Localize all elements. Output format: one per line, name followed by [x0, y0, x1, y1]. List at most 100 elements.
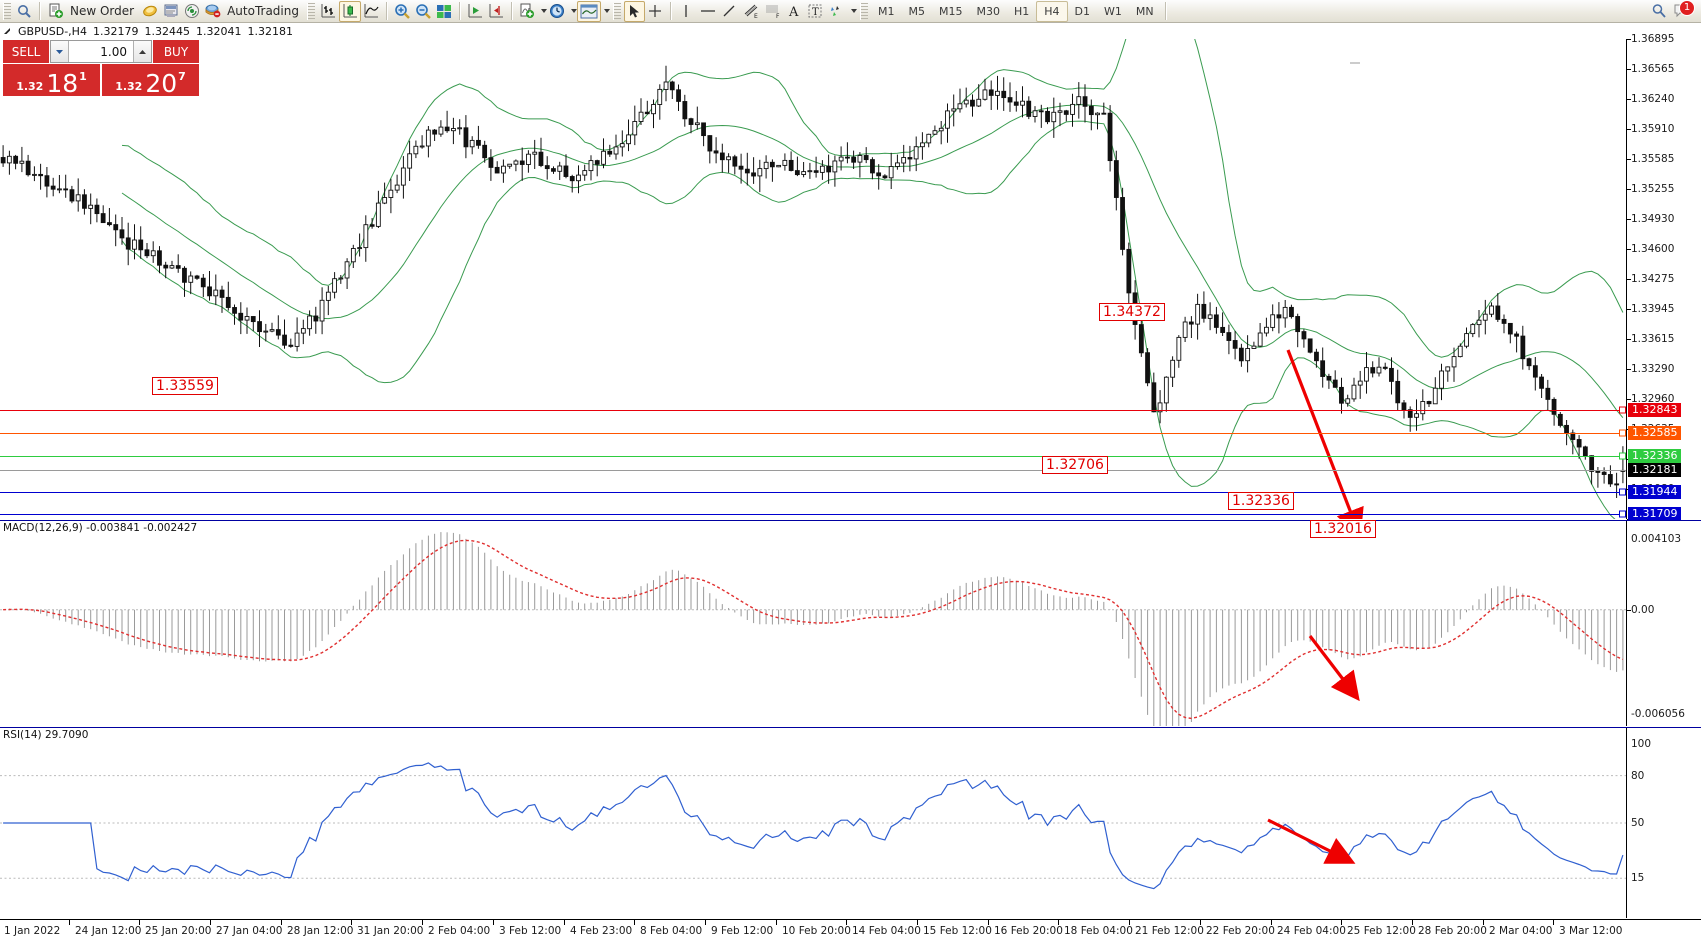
macd-chart-canvas[interactable]: [0, 521, 1701, 726]
chart-collapse-icon[interactable]: [3, 27, 12, 36]
price-annotation[interactable]: 1.34372: [1099, 303, 1165, 321]
price-chart-canvas[interactable]: [0, 39, 1701, 519]
timeframe-mn[interactable]: MN: [1135, 4, 1154, 18]
toolbar-grip-3[interactable]: [612, 2, 621, 20]
sell-price-main: 18: [46, 69, 79, 98]
support-line-1-handle[interactable]: [1619, 488, 1626, 496]
macd-pane[interactable]: MACD(12,26,9) -0.003841 -0.002427 0.0041…: [0, 521, 1701, 726]
volume-up-stepper[interactable]: [133, 41, 151, 62]
auto-scroll-icon[interactable]: [465, 1, 486, 22]
cursor-icon[interactable]: [623, 0, 645, 22]
support-line-1-badge[interactable]: 1.31944: [1628, 485, 1681, 500]
macd-axis[interactable]: 0.004103 0.00 -0.006056: [1626, 521, 1701, 726]
resistance-line-handle[interactable]: [1619, 406, 1626, 414]
timeframe-d1[interactable]: D1: [1074, 4, 1091, 18]
signals-icon[interactable]: [181, 1, 202, 22]
rsi-chart-canvas[interactable]: [0, 728, 1701, 918]
resistance-line-badge[interactable]: 1.32843: [1628, 402, 1681, 417]
timeframe-w1[interactable]: W1: [1104, 4, 1122, 18]
indicators-dropdown-caret[interactable]: [540, 9, 547, 13]
toolbar-grip[interactable]: [3, 2, 11, 20]
sell-price-display[interactable]: 1.32 18 1: [3, 64, 100, 96]
support-line-2-badge[interactable]: 1.31709: [1628, 506, 1681, 521]
resistance-line[interactable]: [0, 409, 1626, 411]
take-profit-line-handle[interactable]: [1619, 452, 1626, 460]
timeframe-m15[interactable]: M15: [938, 4, 963, 18]
buy-button[interactable]: BUY: [153, 40, 199, 63]
zoom-in-icon[interactable]: [392, 1, 413, 22]
time-axis[interactable]: 1 Jan 2022 24 Jan 12:00 25 Jan 20:00 27 Jan…: [0, 919, 1701, 941]
time-tick-mark: [139, 920, 140, 925]
autotrading-label[interactable]: AutoTrading: [227, 4, 299, 18]
rsi-label: RSI(14) 29.7090: [3, 729, 89, 741]
rsi-pane[interactable]: RSI(14) 29.7090 100 80 50 15: [0, 728, 1701, 918]
volume-down-stepper[interactable]: [51, 41, 69, 62]
templates-dropdown-caret[interactable]: [603, 9, 610, 13]
chart-workspace[interactable]: 1.36895 1.36565 1.36240 1.35910 1.35585 1.352…: [0, 33, 1701, 919]
indicators-icon[interactable]: [517, 1, 538, 22]
new-order-icon[interactable]: [45, 1, 66, 22]
tile-windows-icon[interactable]: [434, 1, 455, 22]
time-tick-mark: [917, 920, 918, 925]
trendline-icon[interactable]: [719, 1, 740, 22]
price-tick: 1.33615: [1627, 333, 1674, 345]
templates-icon[interactable]: [576, 0, 601, 22]
timeframe-m30[interactable]: M30: [976, 4, 1000, 18]
take-profit-line-badge[interactable]: 1.32336: [1628, 449, 1681, 464]
price-annotation[interactable]: 1.32336: [1228, 492, 1294, 510]
volume-input[interactable]: 1.00: [50, 40, 152, 63]
stop-loss-line[interactable]: [0, 433, 1626, 435]
price-annotation[interactable]: 1.33559: [152, 377, 218, 395]
vline-icon[interactable]: [676, 1, 697, 22]
pane-separator-macd[interactable]: [0, 520, 1701, 521]
search-icon[interactable]: [1648, 1, 1669, 22]
stop-loss-line-handle[interactable]: [1619, 429, 1626, 437]
shapes-icon[interactable]: [826, 1, 848, 22]
equidistant-channel-icon[interactable]: E: [740, 1, 762, 22]
candlestick-chart-icon[interactable]: [338, 0, 361, 22]
buy-price-display[interactable]: 1.32 20 7: [102, 64, 199, 96]
bid-price-line[interactable]: [0, 470, 1626, 472]
one-click-trading-panel[interactable]: SELL 1.00 BUY 1.32 18 1 1.32 20 7: [3, 40, 199, 96]
price-pane[interactable]: 1.36895 1.36565 1.36240 1.35910 1.35585 1.352…: [0, 33, 1701, 525]
support-line-2-handle[interactable]: [1619, 510, 1626, 518]
new-order-label[interactable]: New Order: [70, 4, 135, 18]
notifications-icon[interactable]: 1: [1669, 0, 1695, 22]
toolbar-grip-4[interactable]: [859, 2, 868, 20]
stop-loss-line-badge[interactable]: 1.32585: [1628, 426, 1681, 441]
timeframe-h4[interactable]: H4: [1036, 0, 1068, 22]
terminal-icon[interactable]: [160, 1, 181, 22]
support-line-2[interactable]: [0, 513, 1626, 515]
fibonacci-icon[interactable]: F: [762, 1, 784, 22]
shapes-dropdown-caret[interactable]: [850, 9, 857, 13]
time-tick-label: 1 Jan 2022: [4, 925, 61, 937]
autotrading-icon[interactable]: [202, 1, 223, 22]
rsi-axis[interactable]: 100 80 50 15: [1626, 728, 1701, 918]
hline-icon[interactable]: [697, 1, 719, 22]
take-profit-line[interactable]: [0, 456, 1626, 458]
timeframe-m1[interactable]: M1: [877, 4, 895, 18]
sell-button[interactable]: SELL: [3, 40, 49, 63]
magnifier-icon[interactable]: [14, 1, 35, 22]
price-annotation[interactable]: 1.32016: [1310, 520, 1376, 538]
volume-value[interactable]: 1.00: [100, 44, 127, 59]
text-icon[interactable]: A: [784, 1, 805, 22]
support-line-1[interactable]: [0, 492, 1626, 494]
period-icon[interactable]: [547, 1, 568, 22]
timeframe-m5[interactable]: M5: [908, 4, 925, 18]
chart-shift-icon[interactable]: [486, 1, 507, 22]
toolbar-grip-2[interactable]: [306, 2, 315, 20]
price-axis[interactable]: 1.36895 1.36565 1.36240 1.35910 1.35585 1.352…: [1626, 33, 1701, 525]
chart-gold-icon[interactable]: [139, 1, 160, 22]
period-dropdown-caret[interactable]: [570, 9, 577, 13]
bid-price-line-badge[interactable]: 1.32181: [1628, 463, 1681, 478]
text-label-icon[interactable]: T: [805, 1, 826, 22]
bar-chart-icon[interactable]: [318, 1, 339, 22]
pane-separator-rsi[interactable]: [0, 727, 1701, 728]
line-chart-icon[interactable]: [361, 1, 382, 22]
crosshair-icon[interactable]: [645, 1, 666, 22]
time-tick-mark: [1553, 920, 1554, 925]
zoom-out-icon[interactable]: [413, 1, 434, 22]
price-annotation[interactable]: 1.32706: [1042, 456, 1108, 474]
timeframe-h1[interactable]: H1: [1013, 4, 1030, 18]
